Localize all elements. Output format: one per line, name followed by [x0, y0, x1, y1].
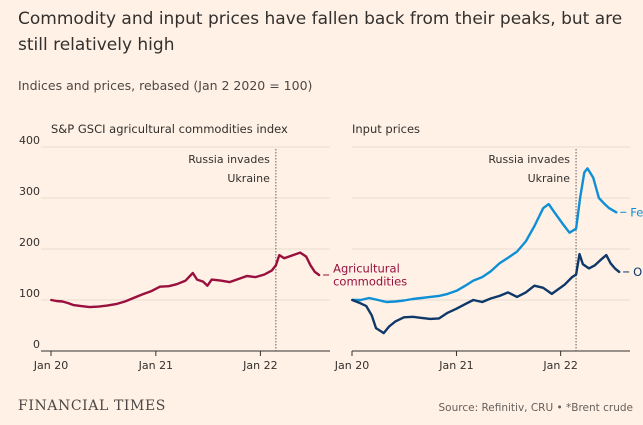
y-tick-label-2: 200 [19, 236, 40, 249]
annotation-text-0-1: Ukraine [227, 172, 270, 185]
x-tick-label-0-0: Jan 20 [33, 359, 68, 372]
y-tick-label-1: 100 [19, 287, 40, 300]
y-tick-label-3: 300 [19, 185, 40, 198]
series-label-1-0-0: Fertiliser [630, 205, 643, 219]
x-tick-label-1-0: Jan 20 [334, 359, 369, 372]
panel-title-1: Input prices [352, 122, 420, 136]
x-tick-label-0-2: Jan 22 [242, 359, 277, 372]
series-line-1-1 [351, 252, 621, 335]
y-tick-label-4: 400 [19, 134, 40, 147]
chart-subtitle: Indices and prices, rebased (Jan 2 2020 … [18, 78, 313, 93]
x-tick-label-1-2: Jan 22 [542, 359, 577, 372]
x-tick-label-0-1: Jan 21 [138, 359, 173, 372]
series-line-1-0 [351, 167, 618, 304]
annotation-text-1-1: Ukraine [528, 172, 571, 185]
ft-logo: FINANCIAL TIMES [18, 398, 166, 414]
x-tick-label-1-1: Jan 21 [438, 359, 473, 372]
charts-canvas: S&P GSCI agricultural commodities index 0… [19, 122, 643, 372]
series-line-0-0 [50, 251, 321, 309]
panel-title-0: S&P GSCI agricultural commodities index [51, 122, 288, 136]
chart-title: Commodity and input prices have fallen b… [18, 9, 623, 55]
source-note: Source: Refinitiv, CRU • *Brent crude [438, 402, 634, 414]
y-tick-label-0: 0 [33, 338, 40, 351]
series-label-1-1-0: Oil* [633, 265, 643, 279]
series-label-0-0-1: commodities [333, 275, 407, 289]
annotation-text-1-0: Russia invades [488, 153, 570, 166]
annotation-text-0-0: Russia invades [188, 153, 270, 166]
series-label-0-0-0: Agricultural [333, 262, 400, 276]
